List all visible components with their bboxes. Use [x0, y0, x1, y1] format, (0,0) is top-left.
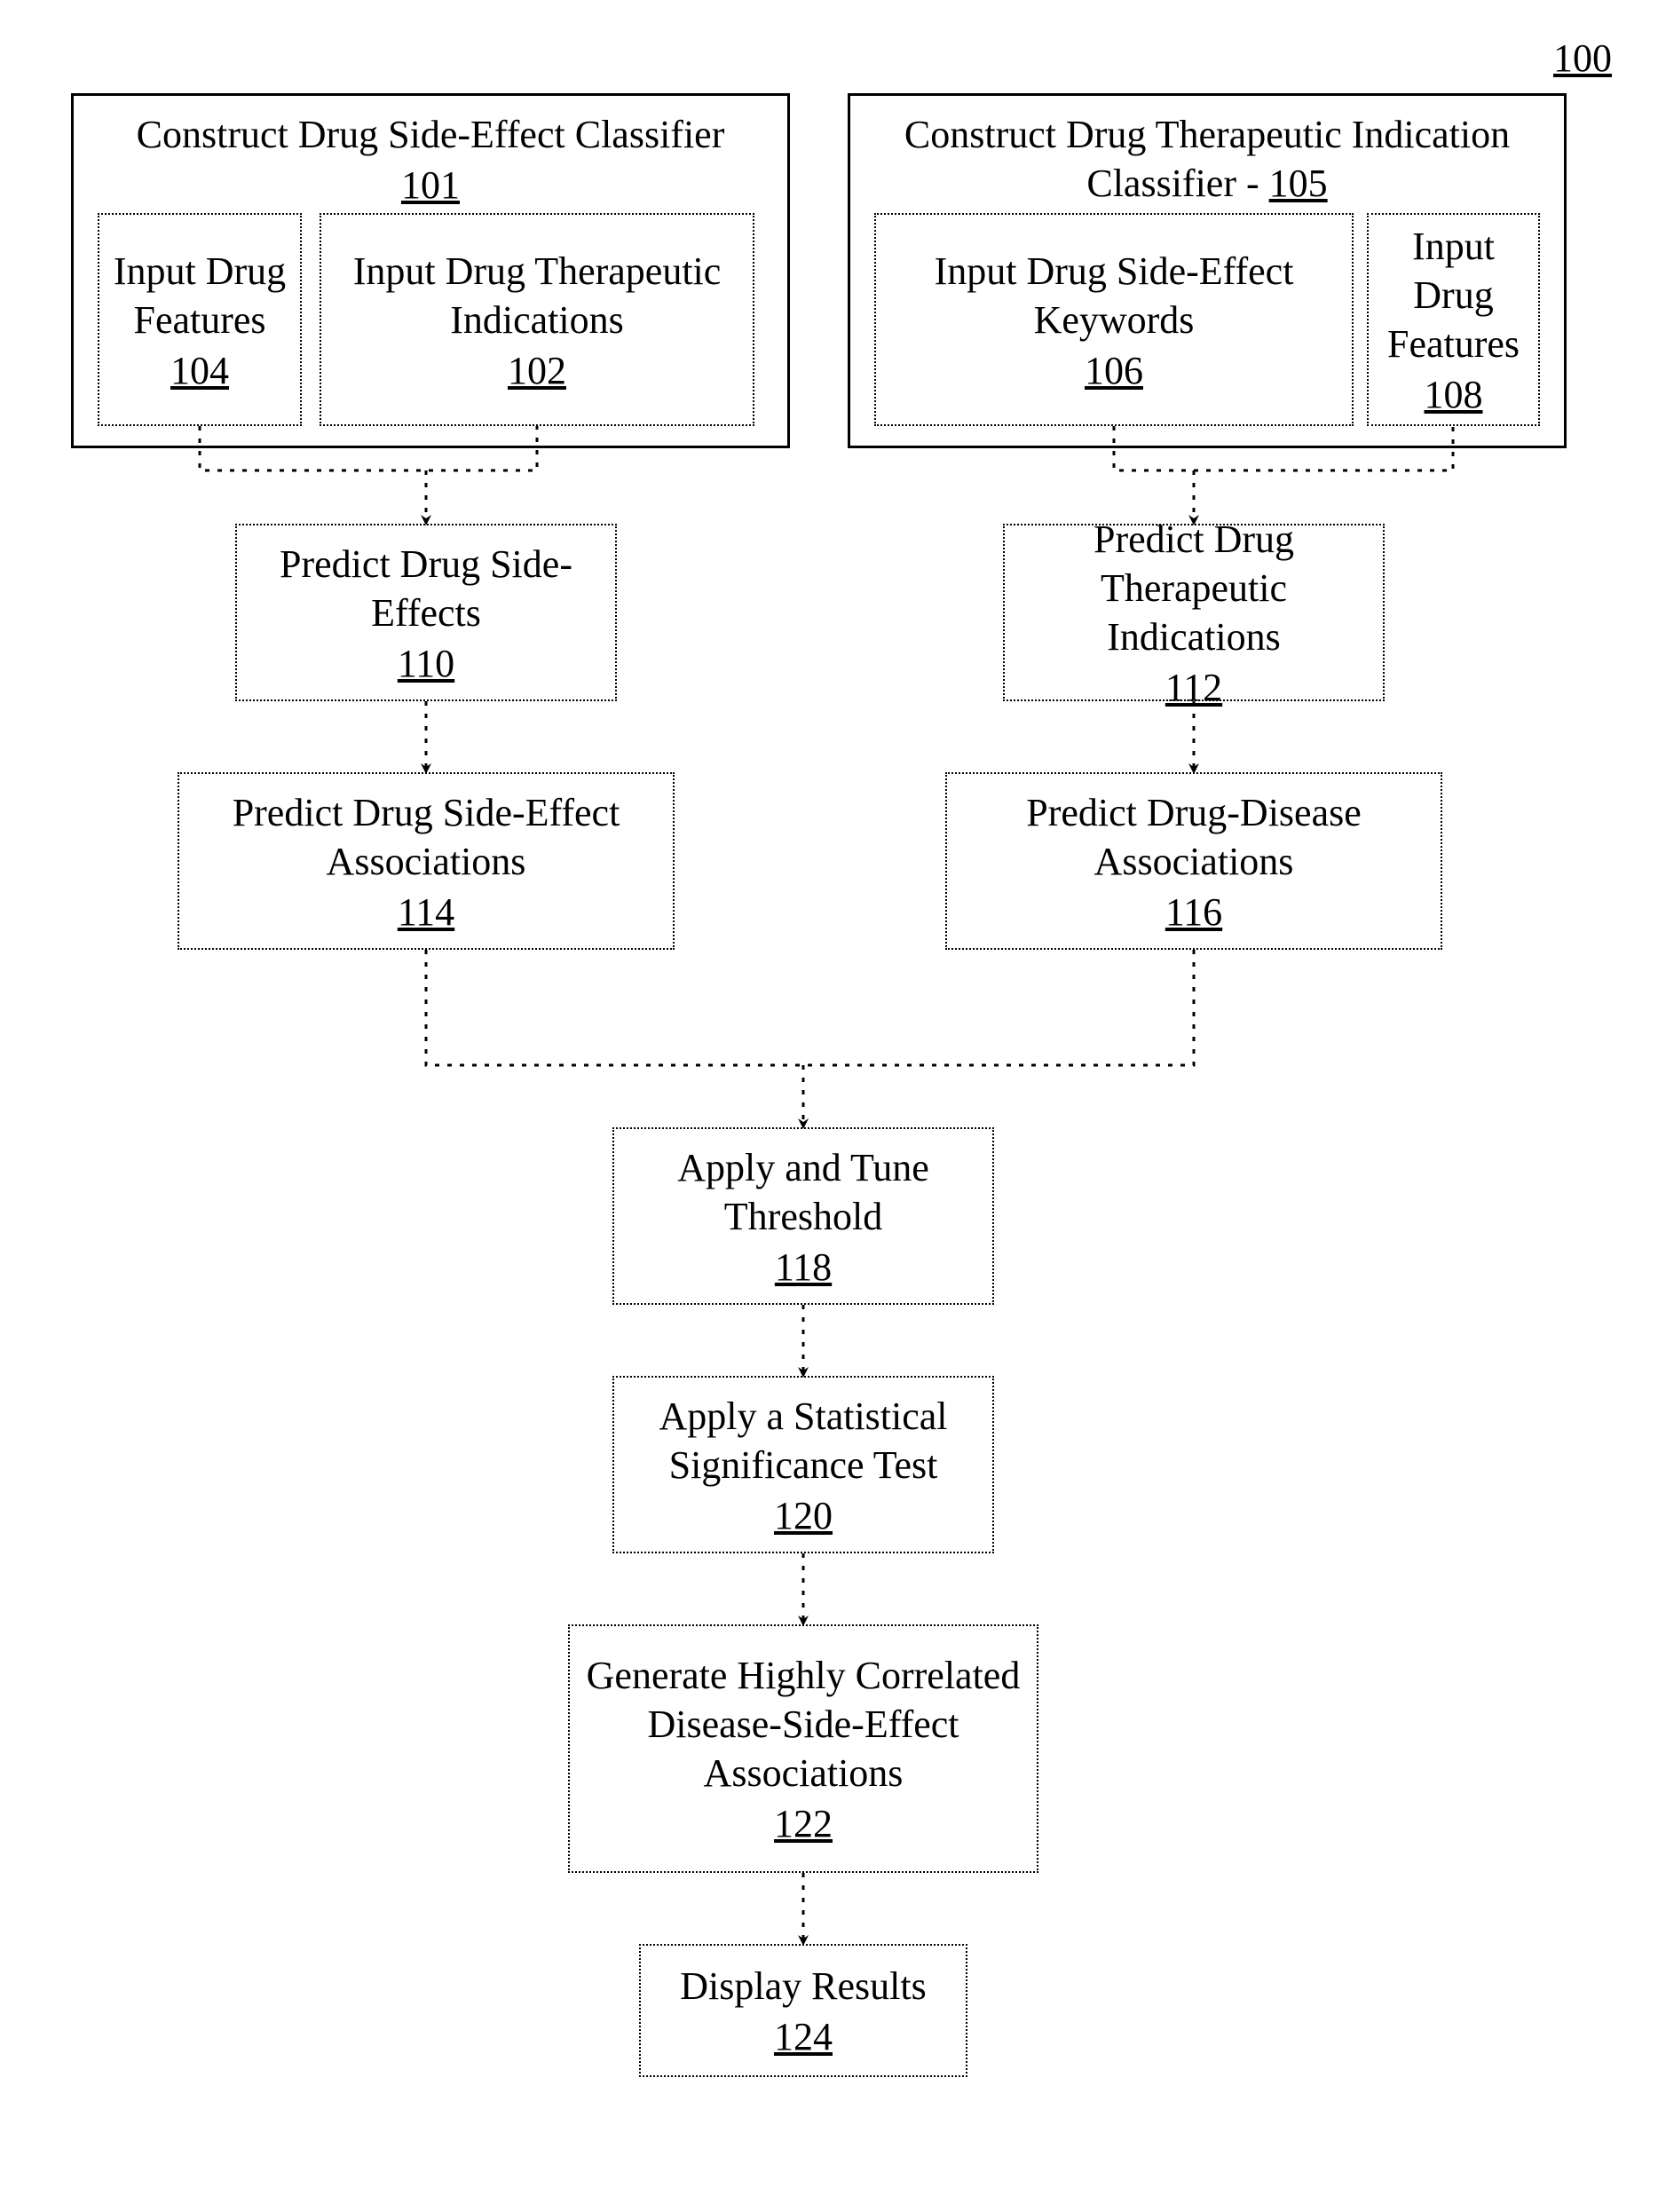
- box-title: Input Drug Features: [1379, 222, 1528, 368]
- box-b120: Apply a Statistical Significance Test120: [612, 1376, 994, 1553]
- box-ref: 122: [774, 1801, 833, 1846]
- box-title: Predict Drug Side-Effects: [248, 540, 604, 637]
- figure-reference-label: 100: [1553, 36, 1612, 81]
- flowchart-canvas: 100 Construct Drug Side-Effect Classifie…: [0, 0, 1658, 2212]
- box-b118: Apply and Tune Threshold118: [612, 1127, 994, 1305]
- box-title: Apply and Tune Threshold: [625, 1143, 982, 1241]
- box-ref: 102: [508, 348, 566, 393]
- box-ref: 124: [774, 2014, 833, 2059]
- box-title: Input Drug Therapeutic Indications: [332, 247, 742, 344]
- box-ref: 106: [1085, 348, 1143, 393]
- box-header-b105: Construct Drug Therapeutic Indication Cl…: [850, 96, 1564, 222]
- box-ref: 105: [1269, 162, 1328, 205]
- box-b116: Predict Drug-Disease Associations116: [945, 772, 1442, 950]
- box-b110: Predict Drug Side-Effects110: [235, 524, 617, 701]
- box-title: Generate Highly Correlated Disease-Side-…: [580, 1651, 1026, 1797]
- box-ref: 104: [170, 348, 229, 393]
- box-title: Construct Drug Side-Effect Classifier: [137, 110, 725, 159]
- box-b104: Input Drug Features104: [98, 213, 302, 426]
- box-b106: Input Drug Side-Effect Keywords106: [874, 213, 1354, 426]
- box-title: Apply a Statistical Significance Test: [625, 1392, 982, 1489]
- box-ref: 114: [398, 889, 454, 935]
- box-b108: Input Drug Features108: [1367, 213, 1540, 426]
- box-title: Input Drug Side-Effect Keywords: [887, 247, 1341, 344]
- box-ref: 108: [1425, 372, 1483, 417]
- box-b112: Predict Drug Therapeutic Indications112: [1003, 524, 1385, 701]
- box-title: Predict Drug Side-Effect Associations: [190, 788, 662, 886]
- box-ref: 120: [774, 1493, 833, 1538]
- box-title: Display Results: [680, 1962, 926, 2011]
- box-b124: Display Results124: [639, 1944, 967, 2077]
- box-title: Construct Drug Therapeutic Indication Cl…: [868, 110, 1546, 208]
- box-b102: Input Drug Therapeutic Indications102: [320, 213, 754, 426]
- box-ref: 116: [1165, 889, 1222, 935]
- box-ref: 118: [775, 1244, 832, 1290]
- box-title: Predict Drug-Disease Associations: [958, 788, 1430, 886]
- box-ref: 101: [401, 162, 460, 208]
- box-ref: 112: [1165, 665, 1222, 710]
- box-title: Predict Drug Therapeutic Indications: [1015, 515, 1372, 661]
- box-title: Input Drug Features: [110, 247, 289, 344]
- box-header-b101: Construct Drug Side-Effect Classifier101: [74, 96, 787, 222]
- box-b122: Generate Highly Correlated Disease-Side-…: [568, 1624, 1038, 1873]
- box-ref: 110: [398, 641, 454, 686]
- box-b114: Predict Drug Side-Effect Associations114: [178, 772, 675, 950]
